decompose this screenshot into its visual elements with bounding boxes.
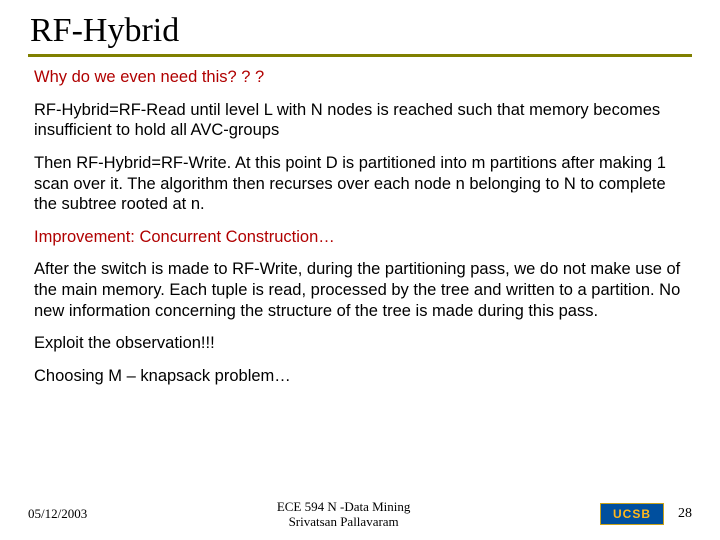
footer-center: ECE 594 N -Data Mining Srivatsan Pallava… bbox=[87, 499, 600, 530]
footer-date: 05/12/2003 bbox=[28, 506, 87, 522]
paragraph-rfwrite: Then RF-Hybrid=RF-Write. At this point D… bbox=[34, 153, 686, 215]
paragraph-exploit: Exploit the observation!!! bbox=[34, 333, 686, 354]
footer-author: Srivatsan Pallavaram bbox=[87, 514, 600, 530]
paragraph-rfread: RF-Hybrid=RF-Read until level L with N n… bbox=[34, 100, 686, 141]
paragraph-improvement: Improvement: Concurrent Construction… bbox=[34, 227, 686, 248]
footer-right: UCSB 28 bbox=[600, 503, 692, 525]
footer-course: ECE 594 N -Data Mining bbox=[87, 499, 600, 515]
page-number: 28 bbox=[678, 506, 692, 522]
paragraph-switch: After the switch is made to RF-Write, du… bbox=[34, 259, 686, 321]
footer: 05/12/2003 ECE 594 N -Data Mining Srivat… bbox=[28, 499, 692, 530]
paragraph-need: Why do we even need this? ? ? bbox=[34, 67, 686, 88]
paragraph-choosing-m: Choosing M – knapsack problem… bbox=[34, 366, 686, 387]
slide-body: Why do we even need this? ? ? RF-Hybrid=… bbox=[28, 67, 692, 387]
slide-title: RF-Hybrid bbox=[28, 12, 692, 57]
ucsb-logo: UCSB bbox=[600, 503, 664, 525]
slide-container: RF-Hybrid Why do we even need this? ? ? … bbox=[0, 0, 720, 540]
